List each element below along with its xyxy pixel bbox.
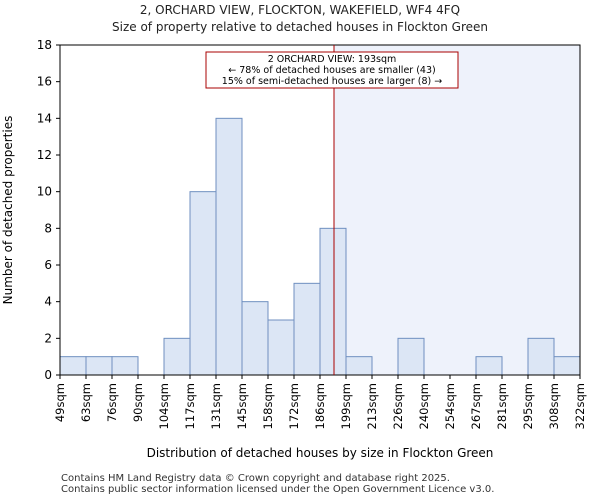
histogram-bar [397,337,425,376]
x-tick-label: 131sqm [209,383,223,429]
plot-frame [59,44,581,376]
histogram-bar [345,356,373,376]
highlight-region [334,45,580,375]
chart-subtitle: Size of property relative to detached ho… [112,20,488,34]
histogram-bar [85,356,113,376]
chart-title: 2, ORCHARD VIEW, FLOCKTON, WAKEFIELD, WF… [139,3,461,17]
y-tick-label: 10 [37,185,52,199]
y-tick-label: 18 [37,38,52,52]
histogram-bar [111,356,139,376]
x-tick-label: 226sqm [391,383,405,429]
x-tick-label: 76sqm [105,383,119,422]
x-axis-label: Distribution of detached houses by size … [147,446,494,460]
x-tick-label: 90sqm [131,383,145,422]
y-tick-label: 14 [37,111,52,125]
x-tick-label: 186sqm [313,383,327,429]
annotation-line-3: 15% of semi-detached houses are larger (… [222,76,442,87]
x-tick-label: 199sqm [339,383,353,429]
x-tick-label: 240sqm [417,383,431,429]
histogram-bar [59,356,87,376]
x-tick-label: 104sqm [157,383,171,429]
footer-copyright: Contains HM Land Registry data © Crown c… [61,473,450,484]
x-tick-label: 145sqm [235,383,249,429]
x-tick-label: 267sqm [469,383,483,429]
y-tick-label: 16 [37,75,52,89]
x-tick-label: 158sqm [261,383,275,429]
x-tick-label: 117sqm [183,383,197,429]
histogram-bar [163,337,191,376]
histogram-bar [527,337,555,376]
y-tick-label: 6 [44,258,52,272]
y-tick-label: 8 [44,221,52,235]
y-axis-label: Number of detached properties [1,116,15,305]
x-tick-label: 295sqm [521,383,535,429]
y-tick-label: 2 [44,331,52,345]
x-tick-label: 63sqm [79,383,93,422]
annotation-line-1: 2 ORCHARD VIEW: 193sqm [268,54,397,65]
x-tick-label: 308sqm [547,383,561,429]
x-tick-label: 254sqm [443,383,457,429]
histogram-bar [215,117,243,376]
annotation-line-2: ← 78% of detached houses are smaller (43… [228,65,435,76]
y-tick-label: 0 [44,368,52,382]
histogram-bar [475,356,503,376]
footer-licence: Contains public sector information licen… [61,484,495,495]
histogram-bar [241,301,269,376]
histogram-bar [293,282,321,376]
annotation-box [205,51,459,89]
histogram-bar [553,356,581,376]
histogram-bar [319,227,347,376]
x-tick-label: 322sqm [573,383,587,429]
x-tick-label: 49sqm [53,383,67,422]
x-tick-label: 172sqm [287,383,301,429]
y-tick-label: 12 [37,148,52,162]
histogram-bar [189,191,217,376]
y-tick-label: 4 [44,295,52,309]
x-tick-label: 213sqm [365,383,379,429]
x-tick-label: 281sqm [495,383,509,429]
histogram-bar [267,319,295,376]
